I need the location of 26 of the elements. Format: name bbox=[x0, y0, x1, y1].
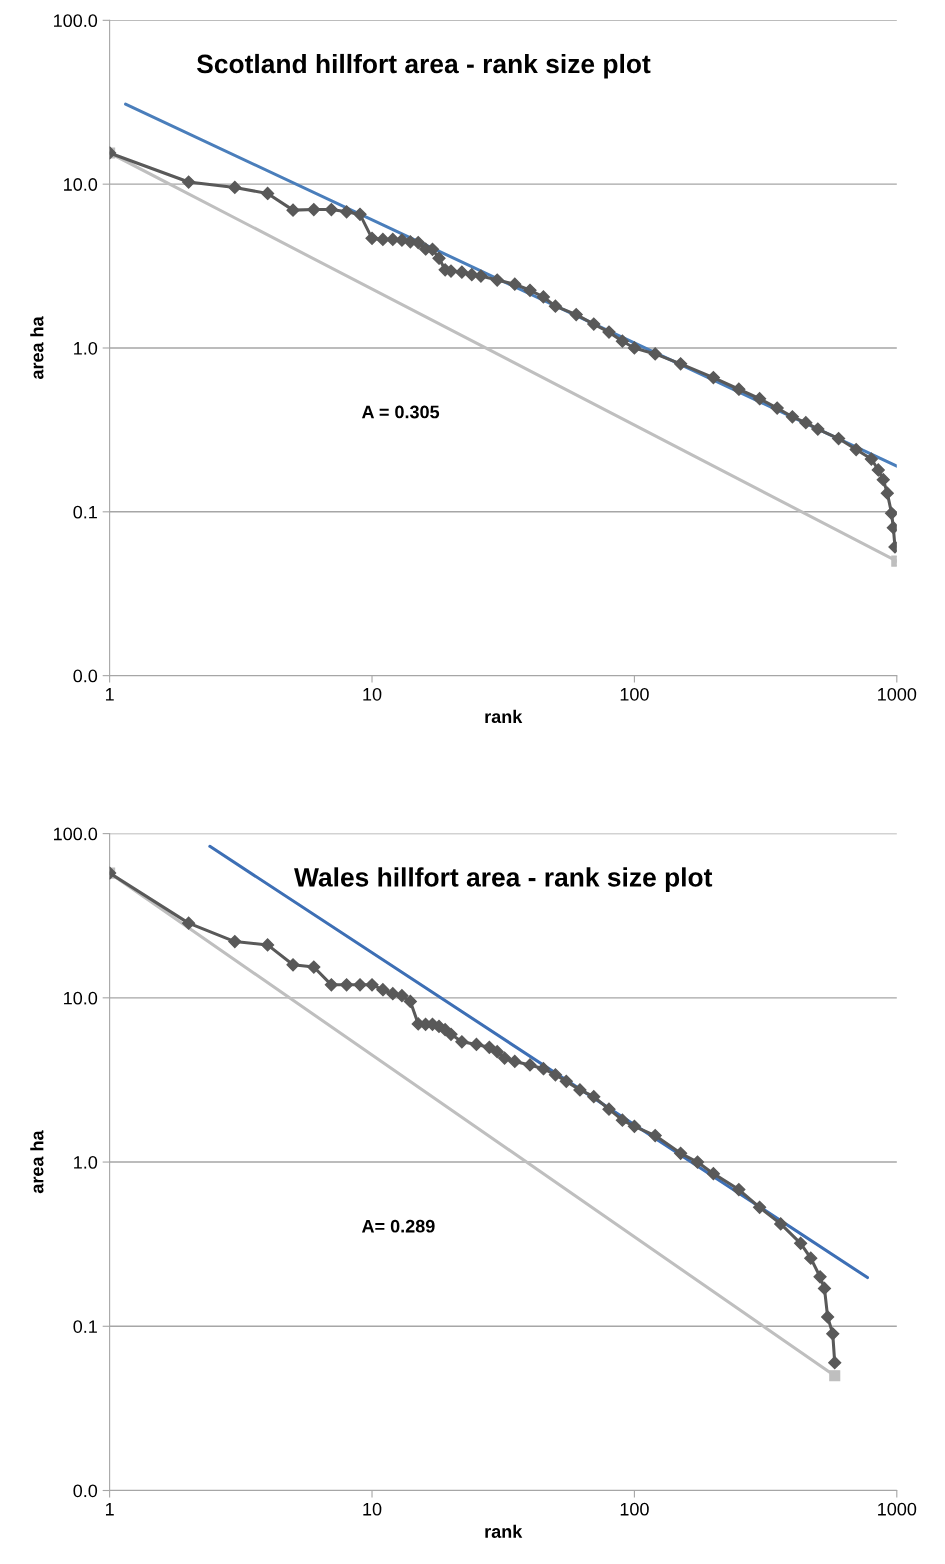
x-axis-title: rank bbox=[485, 709, 523, 724]
x-tick-label: 1000 bbox=[878, 687, 917, 701]
x-tick-label: 100 bbox=[620, 1502, 649, 1516]
y-axis-title: area ha bbox=[30, 1130, 44, 1194]
x-tick-label: 1000 bbox=[878, 1502, 917, 1516]
text: Wales hillfort area - rank size plot bbox=[294, 867, 713, 892]
y-tick-label: 0.1 bbox=[73, 1320, 97, 1333]
y-axis-title: area ha bbox=[30, 316, 44, 380]
x-tick-label: 100 bbox=[620, 687, 649, 701]
x-tick-label: 1 bbox=[105, 1502, 114, 1516]
x-tick-label: 10 bbox=[363, 1502, 382, 1516]
x-tick-label: 1 bbox=[105, 688, 114, 701]
annotation: A= 0.289 bbox=[361, 1219, 435, 1233]
y-tick-label: 1.0 bbox=[74, 1155, 98, 1169]
y-tick-label: 1.0 bbox=[74, 341, 98, 355]
x-axis-title: rank bbox=[485, 1524, 523, 1538]
y-tick-label: 0.0 bbox=[73, 669, 98, 683]
x-tick-label: 10 bbox=[363, 687, 382, 701]
text: Scotland hillfort area - rank size plot bbox=[196, 53, 651, 79]
y-tick-label: 10.0 bbox=[64, 178, 98, 191]
annotation: A = 0.305 bbox=[361, 405, 440, 419]
y-tick-label: 10.0 bbox=[64, 991, 98, 1005]
y-tick-label: 0.1 bbox=[73, 505, 97, 519]
y-tick-label: 100.0 bbox=[54, 14, 98, 28]
y-tick-label: 0.0 bbox=[73, 1484, 98, 1498]
y-tick-label: 100.0 bbox=[54, 827, 98, 841]
